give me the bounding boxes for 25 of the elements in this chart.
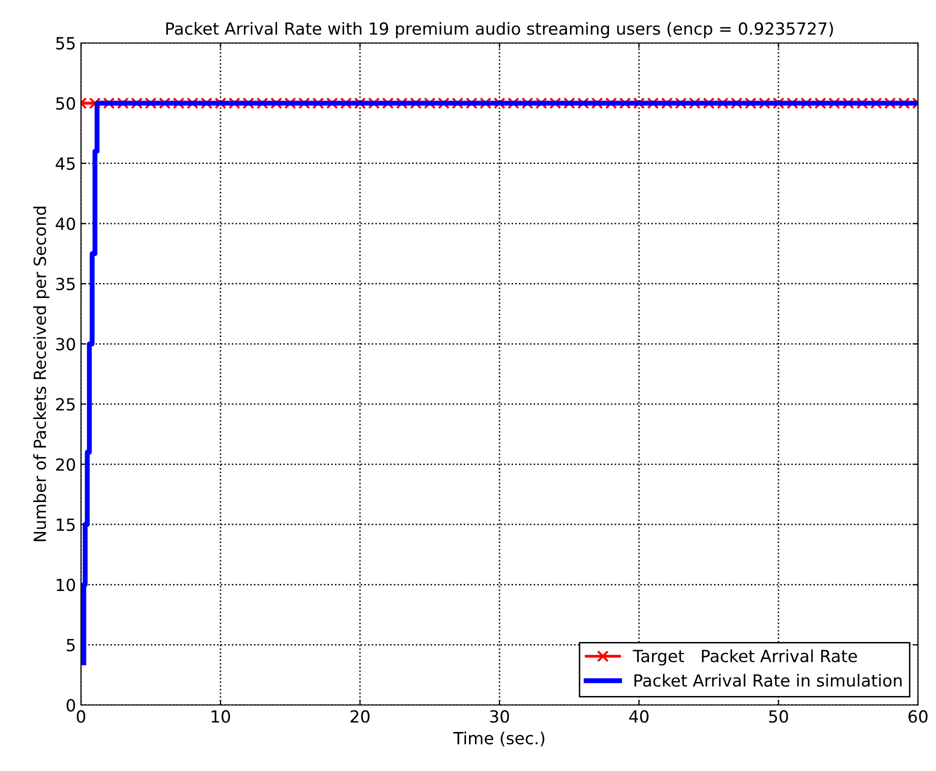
y-tick-label: 55 bbox=[56, 37, 75, 50]
legend-label: Target Packet Arrival Rate bbox=[632, 649, 857, 666]
y-axis-title: Number of Packets Received per Second bbox=[33, 206, 50, 542]
x-tick-label: 20 bbox=[350, 710, 370, 723]
y-tick-label: 30 bbox=[56, 338, 76, 350]
x-axis-title: Time (sec.) bbox=[453, 732, 544, 746]
x-tick-label: 30 bbox=[490, 710, 509, 723]
chart-title: Packet Arrival Rate with 19 premium audio streaming users (encp = 0.9235727) bbox=[166, 22, 833, 38]
line-series bbox=[81, 100, 918, 666]
x-tick-label: 10 bbox=[212, 710, 230, 723]
y-tick-label: 45 bbox=[56, 158, 75, 170]
legend-label: Packet Arrival Rate in simulation bbox=[634, 674, 902, 687]
x-tick-label: 60 bbox=[908, 710, 928, 723]
y-tick-label: 50 bbox=[56, 97, 76, 110]
y-tick-label: 5 bbox=[66, 639, 75, 652]
y-tick-label: 20 bbox=[56, 458, 76, 471]
x-tick-label: 40 bbox=[629, 710, 648, 723]
y-tick-label: 0 bbox=[66, 698, 76, 712]
y-tick-label: 35 bbox=[56, 278, 75, 290]
y-tick-label: 15 bbox=[56, 518, 75, 532]
y-tick-label: 10 bbox=[56, 578, 76, 592]
x-tick-label: 0 bbox=[76, 710, 86, 723]
x-tick-label: 50 bbox=[769, 710, 788, 723]
y-tick-label: 25 bbox=[56, 398, 75, 411]
y-tick-label: 40 bbox=[56, 218, 76, 230]
